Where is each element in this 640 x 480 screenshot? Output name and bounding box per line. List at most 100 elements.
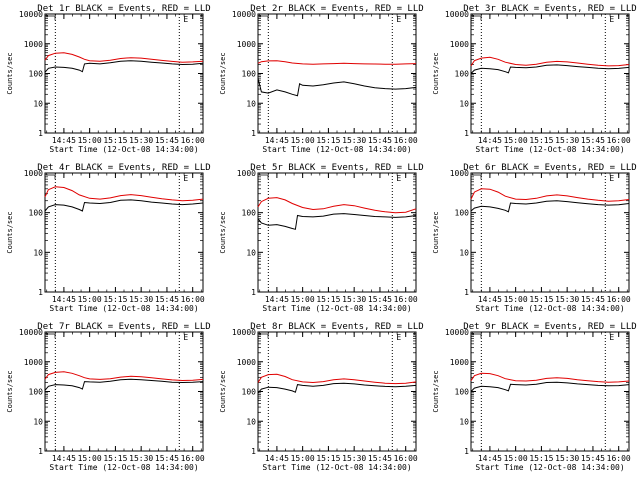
x-tick-label: 15:45	[581, 454, 605, 463]
x-tick-label: 14:45	[478, 136, 502, 145]
x-tick-label: 15:45	[155, 454, 179, 463]
y-tick-label: 10000	[232, 328, 256, 337]
x-tick-label: 15:45	[368, 454, 392, 463]
series-line-lld	[44, 52, 204, 63]
y-tick-label: 1000	[24, 40, 43, 49]
x-tick-label: 15:15	[529, 295, 553, 304]
x-axis-label: Start Time (12-Oct-08 14:34:00)	[262, 304, 411, 313]
x-tick-label: 14:45	[265, 295, 289, 304]
y-tick-label: 1	[464, 288, 469, 297]
x-tick-label: 15:30	[342, 454, 366, 463]
series-line-events	[257, 77, 417, 97]
chart-title: Det 1r BLACK = Events, RED = LLD	[37, 4, 210, 14]
x-axis-label: Start Time (12-Oct-08 14:34:00)	[49, 304, 198, 313]
x-axis-label: Start Time (12-Oct-08 14:34:00)	[49, 145, 198, 154]
x-tick-label: 16:00	[607, 454, 631, 463]
x-tick-label: 15:15	[529, 454, 553, 463]
corner-mark: E	[396, 174, 401, 183]
y-axis-label: Counts/sec	[219, 370, 227, 412]
chart-title: Det 6r BLACK = Events, RED = LLD	[463, 163, 636, 173]
chart-title: Det 4r BLACK = Events, RED = LLD	[37, 163, 210, 173]
corner-bracket	[260, 174, 269, 179]
x-tick-label: 15:30	[342, 295, 366, 304]
corner-bracket	[47, 174, 56, 179]
x-tick-label: 14:45	[265, 136, 289, 145]
y-tick-label: 100	[242, 388, 257, 397]
y-tick-label: 10	[33, 248, 43, 257]
y-tick-label: 1000	[24, 169, 43, 178]
x-tick-label: 14:45	[52, 295, 76, 304]
panel-det-1r: Det 1r BLACK = Events, RED = LLD 1 10 100 10…	[6, 4, 211, 154]
series-line-lld	[44, 371, 204, 382]
series-line-lld	[470, 372, 630, 383]
y-tick-label: 10000	[445, 328, 469, 337]
y-tick-label: 1000	[237, 169, 256, 178]
x-tick-label: 16:00	[181, 454, 205, 463]
x-tick-label: 15:45	[581, 295, 605, 304]
chart-title: Det 2r BLACK = Events, RED = LLD	[250, 4, 423, 14]
x-tick-label: 15:30	[129, 454, 153, 463]
corner-bracket	[473, 15, 482, 20]
x-tick-label: 15:00	[78, 454, 102, 463]
y-tick-label: 1	[251, 129, 256, 138]
y-tick-label: 1	[38, 288, 43, 297]
y-tick-label: 10	[246, 248, 256, 257]
chart-title: Det 3r BLACK = Events, RED = LLD	[463, 4, 636, 14]
y-tick-label: 10000	[232, 10, 256, 19]
y-tick-label: 10	[459, 248, 469, 257]
x-tick-label: 14:45	[478, 454, 502, 463]
panel-det-4r: Det 4r BLACK = Events, RED = LLD 1 10 100 10…	[6, 163, 211, 313]
corner-mark: E	[609, 333, 614, 342]
x-tick-label: 15:15	[316, 136, 340, 145]
x-axis-label: Start Time (12-Oct-08 14:34:00)	[262, 463, 411, 472]
panel-det-6r: Det 6r BLACK = Events, RED = LLD 1 10 100 10…	[432, 163, 637, 313]
y-tick-label: 100	[242, 209, 257, 218]
x-tick-label: 14:45	[52, 136, 76, 145]
series-line-events	[470, 381, 630, 392]
y-tick-label: 1000	[237, 358, 256, 367]
x-tick-label: 15:45	[581, 136, 605, 145]
y-tick-label: 10	[459, 99, 469, 108]
y-tick-label: 10	[459, 417, 469, 426]
x-tick-label: 15:45	[155, 295, 179, 304]
x-tick-label: 16:00	[607, 295, 631, 304]
y-tick-label: 100	[242, 70, 257, 79]
y-axis-label: Counts/sec	[6, 370, 14, 412]
y-axis-label: Counts/sec	[219, 52, 227, 94]
y-tick-label: 1000	[237, 40, 256, 49]
x-axis-label: Start Time (12-Oct-08 14:34:00)	[262, 145, 411, 154]
corner-bracket	[473, 174, 482, 179]
corner-bracket	[260, 333, 269, 338]
corner-mark: E	[183, 174, 188, 183]
series-line-events	[470, 200, 630, 213]
x-tick-label: 14:45	[52, 454, 76, 463]
x-tick-label: 16:00	[394, 295, 418, 304]
panel-det-5r: Det 5r BLACK = Events, RED = LLD 1 10 100 10…	[219, 163, 424, 313]
corner-bracket	[260, 15, 269, 20]
x-axis-label: Start Time (12-Oct-08 14:34:00)	[49, 463, 198, 472]
corner-bracket	[47, 333, 56, 338]
x-tick-label: 16:00	[181, 295, 205, 304]
y-tick-label: 1	[251, 288, 256, 297]
x-tick-label: 14:45	[478, 295, 502, 304]
y-axis-label: Counts/sec	[432, 52, 440, 94]
x-tick-label: 15:00	[291, 454, 315, 463]
x-tick-label: 15:15	[316, 295, 340, 304]
x-tick-label: 15:30	[342, 136, 366, 145]
y-axis-label: Counts/sec	[6, 52, 14, 94]
corner-bracket	[47, 15, 56, 20]
x-tick-label: 16:00	[607, 136, 631, 145]
x-tick-label: 15:45	[368, 136, 392, 145]
y-tick-label: 1	[38, 447, 43, 456]
panel-det-9r: Det 9r BLACK = Events, RED = LLD 1 10 100 10…	[432, 322, 637, 472]
chart-title: Det 8r BLACK = Events, RED = LLD	[250, 322, 423, 332]
y-tick-label: 100	[455, 70, 470, 79]
chart-title: Det 7r BLACK = Events, RED = LLD	[37, 322, 210, 332]
y-axis-label: Counts/sec	[432, 211, 440, 253]
x-tick-label: 14:45	[265, 454, 289, 463]
x-tick-label: 16:00	[394, 454, 418, 463]
x-axis-label: Start Time (12-Oct-08 14:34:00)	[475, 304, 624, 313]
x-tick-label: 15:30	[129, 295, 153, 304]
x-tick-label: 15:00	[291, 136, 315, 145]
